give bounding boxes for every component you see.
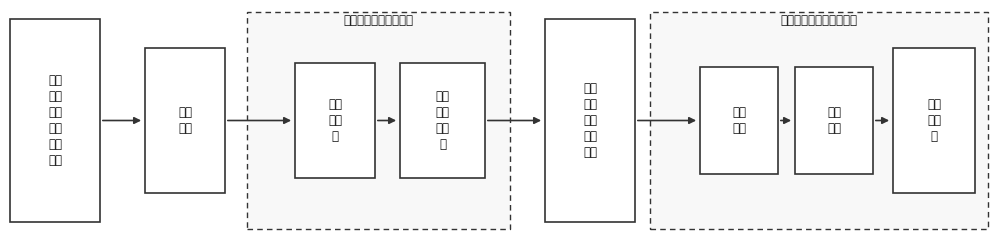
- Bar: [795, 67, 873, 174]
- Bar: [247, 12, 510, 229]
- Bar: [400, 63, 485, 178]
- Text: 速度
场重
建: 速度 场重 建: [328, 98, 342, 143]
- Bar: [295, 63, 375, 178]
- Text: 冲击波峰値超压场重建: 冲击波峰値超压场重建: [343, 13, 413, 27]
- Bar: [700, 67, 778, 174]
- Text: 炸点
定位: 炸点 定位: [178, 106, 192, 135]
- Text: 峰値
超压
场重
建: 峰値 超压 场重 建: [436, 90, 450, 151]
- Text: 图像
平滑: 图像 平滑: [827, 106, 841, 135]
- Text: 动画
可视
化: 动画 可视 化: [927, 98, 941, 143]
- Bar: [893, 48, 975, 193]
- Bar: [650, 12, 988, 229]
- Bar: [545, 19, 635, 222]
- Text: 冲击波压力时空场可视化: 冲击波压力时空场可视化: [780, 13, 858, 27]
- Bar: [10, 19, 100, 222]
- Text: 数据
映射: 数据 映射: [732, 106, 746, 135]
- Text: 冲击
波压
力时
空场
重建: 冲击 波压 力时 空场 重建: [583, 82, 597, 159]
- Bar: [145, 48, 225, 193]
- Text: 网格
划分
及传
感器
节点
设置: 网格 划分 及传 感器 节点 设置: [48, 74, 62, 167]
